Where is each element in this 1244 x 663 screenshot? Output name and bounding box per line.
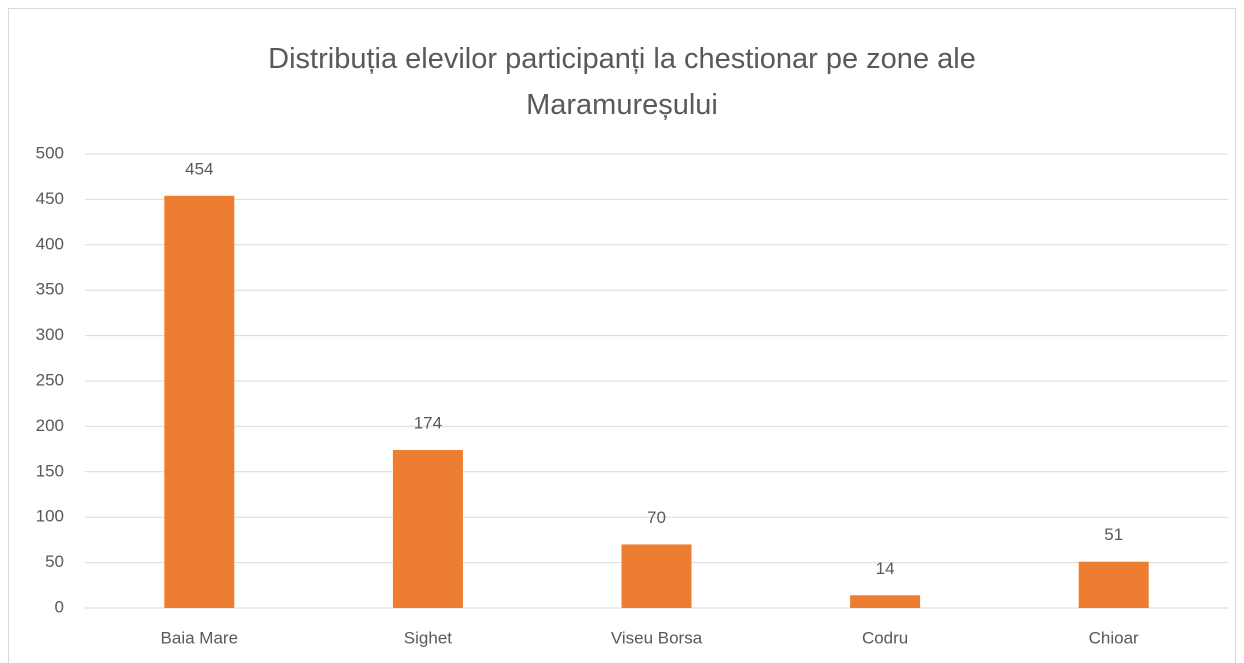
x-tick-label: Viseu Borsa — [611, 628, 703, 647]
x-tick-label: Sighet — [404, 628, 452, 647]
y-tick-label: 450 — [36, 189, 64, 208]
y-tick-label: 250 — [36, 370, 64, 389]
y-tick-label: 100 — [36, 507, 64, 526]
chart-frame — [8, 8, 1236, 663]
bar — [392, 450, 463, 608]
data-label: 51 — [1104, 525, 1123, 544]
x-tick-label: Baia Mare — [161, 628, 238, 647]
y-tick-label: 50 — [45, 552, 64, 571]
data-label: 70 — [647, 508, 666, 527]
y-tick-label: 300 — [36, 325, 64, 344]
y-tick-label: 0 — [55, 597, 64, 616]
bar — [164, 195, 235, 608]
x-tick-label: Codru — [862, 628, 908, 647]
data-label: 454 — [185, 159, 213, 178]
chart-title: Distribuția elevilor participanți la che… — [268, 43, 976, 121]
bar — [850, 595, 921, 608]
y-tick-label: 200 — [36, 416, 64, 435]
x-tick-label: Chioar — [1089, 628, 1139, 647]
bar — [621, 544, 692, 608]
y-tick-label: 350 — [36, 280, 64, 299]
data-label: 174 — [414, 413, 442, 432]
bar — [1078, 561, 1149, 608]
y-tick-label: 500 — [36, 143, 64, 162]
y-tick-label: 150 — [36, 461, 64, 480]
y-tick-label: 400 — [36, 234, 64, 253]
data-label: 14 — [876, 559, 895, 578]
